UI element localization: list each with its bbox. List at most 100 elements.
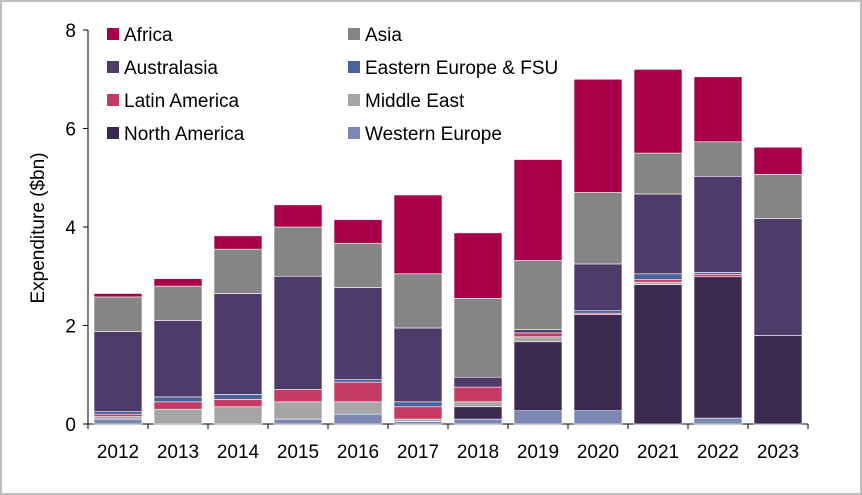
legend-swatch bbox=[107, 127, 119, 139]
bar-segment bbox=[393, 273, 443, 329]
x-tick-label: 2021 bbox=[637, 442, 679, 463]
bar-segment bbox=[633, 273, 683, 280]
bar-segment bbox=[273, 418, 323, 425]
bar-segment bbox=[633, 281, 683, 285]
legend-swatch bbox=[348, 94, 360, 106]
bar-segment bbox=[333, 242, 383, 288]
bar-segment bbox=[153, 408, 203, 425]
legend-swatch bbox=[348, 61, 360, 73]
bar-segment bbox=[93, 418, 143, 425]
bar-segment bbox=[153, 285, 203, 321]
bar-segment bbox=[453, 232, 503, 299]
bar-segment bbox=[273, 389, 323, 403]
y-tick-label: 4 bbox=[65, 218, 76, 239]
bar-segment bbox=[333, 381, 383, 403]
bar-segment bbox=[393, 406, 443, 420]
bar-segment bbox=[153, 396, 203, 403]
legend-label: Latin America bbox=[124, 91, 240, 112]
bar-segment bbox=[513, 332, 563, 338]
bar-segment bbox=[93, 293, 143, 298]
bar-segment bbox=[153, 278, 203, 287]
y-tick-label: 2 bbox=[65, 317, 76, 338]
bar-segment bbox=[633, 69, 683, 154]
bar-segment bbox=[333, 379, 383, 383]
bar-segment bbox=[333, 219, 383, 244]
legend-swatch bbox=[348, 127, 360, 139]
bar-segment bbox=[213, 406, 263, 425]
bars bbox=[93, 69, 803, 425]
bar-segment bbox=[393, 421, 443, 425]
bar-segment bbox=[753, 146, 803, 175]
bar-segment bbox=[693, 175, 743, 273]
bar-segment bbox=[273, 204, 323, 228]
bar-segment bbox=[693, 76, 743, 143]
legend-label: Africa bbox=[124, 25, 173, 46]
bar-segment bbox=[453, 298, 503, 378]
bar-segment bbox=[573, 410, 623, 425]
bar-segment bbox=[213, 248, 263, 294]
legend-swatch bbox=[107, 28, 119, 40]
bar-segment bbox=[393, 418, 443, 422]
x-tick-label: 2014 bbox=[217, 442, 260, 463]
y-tick-label: 0 bbox=[65, 415, 76, 436]
bar-segment bbox=[633, 193, 683, 275]
bar-segment bbox=[693, 417, 743, 425]
bar-segment bbox=[453, 418, 503, 425]
bar-segment bbox=[453, 386, 503, 403]
bar-segment bbox=[453, 406, 503, 420]
bar-segment bbox=[513, 159, 563, 261]
x-tick-label: 2013 bbox=[157, 442, 199, 463]
bar-segment bbox=[633, 152, 683, 195]
bar-segment bbox=[93, 331, 143, 412]
legend-label: Eastern Europe & FSU bbox=[365, 58, 558, 79]
bar-segment bbox=[333, 413, 383, 425]
bar-segment bbox=[573, 310, 623, 314]
bar-segment bbox=[753, 335, 803, 425]
bar-segment bbox=[633, 284, 683, 425]
bar-segment bbox=[753, 174, 803, 219]
bar-segment bbox=[153, 320, 203, 398]
bar-segment bbox=[513, 341, 563, 412]
y-tick-label: 6 bbox=[65, 120, 76, 141]
x-tick-label: 2019 bbox=[517, 442, 559, 463]
x-tick-label: 2016 bbox=[337, 442, 379, 463]
bar-segment bbox=[213, 235, 263, 250]
bar-segment bbox=[333, 401, 383, 415]
bar-segment bbox=[453, 376, 503, 388]
x-tick-label: 2015 bbox=[277, 442, 319, 463]
bar-segment bbox=[213, 394, 263, 400]
x-tick-label: 2023 bbox=[757, 442, 799, 463]
legend-swatch bbox=[107, 94, 119, 106]
bar-segment bbox=[93, 296, 143, 332]
legend-swatch bbox=[107, 61, 119, 73]
bar-segment bbox=[153, 401, 203, 410]
legend-label: North America bbox=[124, 124, 245, 145]
bar-segment bbox=[693, 273, 743, 278]
bar-segment bbox=[393, 327, 443, 403]
bar-segment bbox=[393, 194, 443, 275]
legend: Africa Asia Australasia Eastern Europe & FS… bbox=[107, 25, 558, 145]
bar-segment bbox=[213, 293, 263, 395]
bar-segment bbox=[333, 287, 383, 380]
bar-segment bbox=[453, 401, 503, 408]
bar-segment bbox=[573, 192, 623, 265]
y-axis-label: Expenditure ($bn) bbox=[28, 152, 49, 303]
bar-segment bbox=[273, 401, 323, 420]
bar-segment bbox=[513, 336, 563, 343]
bar-segment bbox=[393, 401, 443, 408]
bar-segment bbox=[93, 411, 143, 415]
bar-segment bbox=[273, 226, 323, 277]
bar-segment bbox=[93, 413, 143, 417]
tick-labels: 0 2 4 6 8 2012 2013 2014 2015 2016 2017 2018 2019 202… bbox=[65, 21, 799, 463]
x-tick-label: 2017 bbox=[397, 442, 439, 463]
x-tick-label: 2022 bbox=[697, 442, 739, 463]
axes bbox=[83, 29, 809, 429]
legend-label: Middle East bbox=[365, 91, 465, 112]
legend-label: Australasia bbox=[124, 58, 218, 79]
bar-segment bbox=[513, 410, 563, 425]
bar-segment bbox=[573, 263, 623, 312]
bar-segment bbox=[693, 276, 743, 419]
bar-segment bbox=[693, 141, 743, 177]
y-tick-label: 8 bbox=[65, 21, 76, 42]
